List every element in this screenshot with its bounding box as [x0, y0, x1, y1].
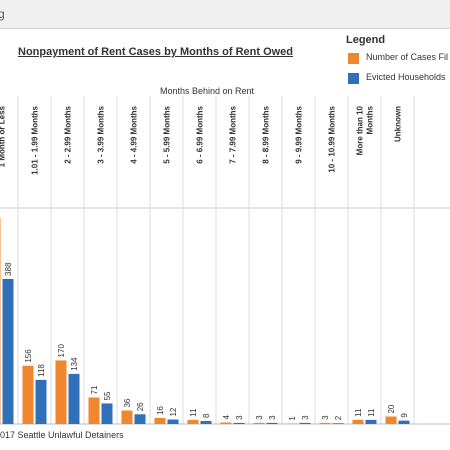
category-label: 6 - 6.99 Months [196, 105, 205, 163]
data-label: 71 [90, 385, 99, 394]
category-label: 1 Month or Less [0, 105, 7, 167]
data-label: 9 [400, 413, 409, 418]
bar-evicted [167, 419, 179, 424]
legend-title: Legend [346, 34, 386, 46]
data-label: 26 [136, 402, 145, 411]
data-label: 3 [255, 415, 264, 420]
category-label: 2 - 2.99 Months [64, 105, 73, 163]
category-label: 7 - 7.99 Months [229, 105, 238, 163]
bar-evicted [134, 414, 146, 424]
data-label: 134 [70, 357, 79, 371]
legend-label-evicted: Evicted Households [366, 72, 446, 82]
bar-evicted [2, 278, 14, 424]
bar-cases-filed [187, 419, 199, 424]
data-label: 1 [288, 416, 297, 421]
data-label: 11 [354, 408, 363, 417]
bar-evicted [68, 373, 80, 424]
bar-evicted [365, 419, 377, 424]
category-label: Months [366, 105, 375, 134]
bar-chart: 1 Month or Less 1.01 - 1.99 Months 2 - 2.9… [0, 96, 450, 425]
bar-evicted [35, 379, 47, 424]
data-label: 156 [24, 349, 33, 363]
data-label: 11 [367, 408, 376, 417]
chart-title: Nonpayment of Rent Cases by Months of Re… [18, 46, 294, 58]
legend-item-cases-filed[interactable]: Number of Cases Fil [346, 51, 450, 71]
column-axis-title: Months Behind on Rent [160, 86, 255, 96]
bar-evicted [101, 403, 113, 424]
category-label: 5 - 5.99 Months [163, 105, 172, 163]
category-label: 8 - 8.99 Months [262, 105, 271, 163]
source-note: 017 Seattle Unlawful Detainers [0, 430, 124, 440]
data-label: 36 [123, 398, 132, 407]
bar-evicted [266, 422, 278, 424]
bar-cases-filed [0, 218, 1, 424]
data-label: 388 [4, 262, 13, 276]
data-label: 170 [57, 344, 66, 358]
bar-cases-filed [121, 410, 133, 424]
window-tab-text: g [0, 7, 5, 21]
data-label: 3 [301, 415, 310, 420]
window-top-bar: g [0, 0, 450, 29]
data-label: 20 [387, 404, 396, 413]
category-label: 4 - 4.99 Months [130, 105, 139, 163]
bar-cases-filed [154, 418, 166, 424]
data-label: 118 [37, 364, 46, 377]
category-label: 9 - 9.99 Months [295, 105, 304, 163]
bar-cases-filed [319, 422, 331, 424]
data-label: 3 [268, 415, 277, 420]
bar-cases-filed [88, 397, 100, 424]
bar-evicted [233, 422, 245, 424]
bar-evicted [332, 423, 344, 424]
data-label: 55 [103, 391, 112, 400]
category-label: More than 10 [356, 105, 365, 155]
category-label: 1.01 - 1.99 Months [31, 105, 40, 174]
bar-cases-filed [352, 419, 364, 424]
data-label: 3 [235, 415, 244, 420]
bar-cases-filed [220, 422, 232, 424]
data-label: 12 [169, 407, 178, 416]
bar-cases-filed [253, 422, 265, 424]
bar-evicted [299, 422, 311, 424]
data-label: 8 [202, 413, 211, 418]
legend-swatch-evicted [348, 73, 359, 84]
data-label: 2 [334, 415, 343, 420]
bar-evicted [200, 421, 212, 424]
data-label: 4 [222, 415, 231, 420]
bar-cases-filed [55, 360, 67, 424]
category-label: 3 - 3.99 Months [97, 105, 106, 163]
category-label: Unknown [394, 106, 403, 142]
legend-label-cases-filed: Number of Cases Fil [366, 52, 449, 62]
legend-swatch-cases-filed [348, 53, 359, 64]
bar-evicted [398, 420, 410, 424]
data-label: 11 [189, 408, 198, 417]
legend: Legend Number of Cases Fil Evicted House… [346, 34, 450, 91]
data-label: 16 [156, 406, 165, 415]
bar-cases-filed [385, 416, 397, 424]
category-label: 10 - 10.99 Months [328, 105, 337, 172]
bar-cases-filed [22, 365, 34, 424]
legend-item-evicted[interactable]: Evicted Households [346, 71, 450, 91]
data-label: 3 [321, 415, 330, 420]
